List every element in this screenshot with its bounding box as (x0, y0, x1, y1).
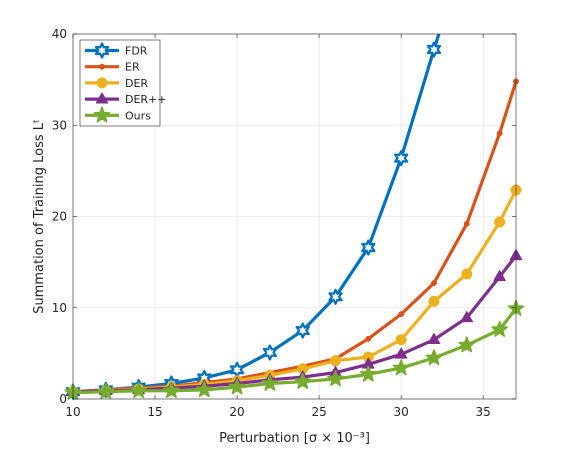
y-axis-label: Summation of Training Loss Lᵗ (32, 119, 47, 314)
data-point-ours (359, 365, 377, 382)
data-point-er (496, 130, 503, 137)
data-point-derplusplus (394, 347, 408, 359)
tick-marks (72, 33, 516, 400)
data-point-ours (425, 349, 443, 366)
data-point-ours (491, 320, 508, 337)
data-point-derplusplus (460, 311, 474, 323)
y-tick-label: 40 (52, 27, 67, 41)
x-tick-label: 15 (147, 405, 162, 419)
x-tick-label: 10 (65, 405, 80, 419)
legend-item-er: ER (85, 61, 140, 74)
data-point-er (431, 280, 437, 287)
y-tick-label: 30 (52, 118, 67, 132)
legend-marker (95, 92, 109, 104)
x-tick-label: 25 (311, 405, 326, 419)
data-point-fdr (262, 344, 278, 361)
legend-label: DER++ (125, 93, 167, 106)
data-point-derplusplus (427, 332, 441, 345)
legend-marker (99, 63, 105, 70)
data-point-derplusplus (493, 270, 506, 282)
legend-label: Ours (125, 109, 151, 122)
data-point-fdr (426, 41, 442, 58)
data-point-fdr (361, 239, 376, 256)
data-point-er (463, 220, 470, 227)
legend-label: DER (125, 77, 148, 90)
x-tick-label: 35 (476, 405, 491, 419)
legend: FDR ER DER DER++ Ours (79, 39, 167, 127)
data-point-ours (130, 382, 147, 399)
data-point-fdr (393, 150, 409, 167)
y-tick-label: 10 (52, 301, 67, 315)
legend-item-der: DER (85, 77, 148, 90)
data-point-er (398, 311, 405, 318)
data-point-ours (163, 382, 180, 399)
data-point-ours (261, 374, 279, 391)
legend-marker (96, 77, 108, 89)
data-point-ours (228, 378, 246, 395)
legend-label: FDR (125, 45, 148, 58)
y-tick-label: 20 (52, 210, 67, 224)
legend-item-ours: Ours (85, 106, 151, 123)
data-point-ours (392, 359, 410, 376)
legend-marker (94, 42, 110, 59)
x-tick-label: 30 (394, 405, 409, 419)
data-point-ours (97, 382, 115, 399)
y-tick-label: 0 (59, 392, 67, 406)
x-tick-labels: 10 15 20 25 30 35 (65, 405, 490, 419)
x-tick-label: 20 (229, 405, 244, 419)
data-point-ours (327, 370, 344, 387)
data-point-der (494, 216, 506, 228)
data-point-fdr (328, 288, 343, 305)
data-point-der (461, 268, 473, 280)
data-point-ours (458, 336, 476, 353)
legend-item-derplusplus: DER++ (85, 92, 167, 106)
x-axis-label: Perturbation [σ × 10⁻³] (219, 431, 370, 446)
data-point-ours (294, 372, 312, 389)
legend-item-fdr: FDR (85, 42, 148, 59)
data-point-der (395, 334, 407, 346)
data-point-ours (195, 381, 213, 398)
data-point-der (428, 295, 440, 307)
data-point-er (365, 335, 372, 342)
data-point-der (330, 355, 342, 367)
legend-label: ER (125, 61, 140, 74)
legend-marker (93, 106, 111, 123)
data-point-fdr (295, 322, 310, 339)
y-tick-labels: 0 10 20 30 40 (52, 27, 67, 406)
